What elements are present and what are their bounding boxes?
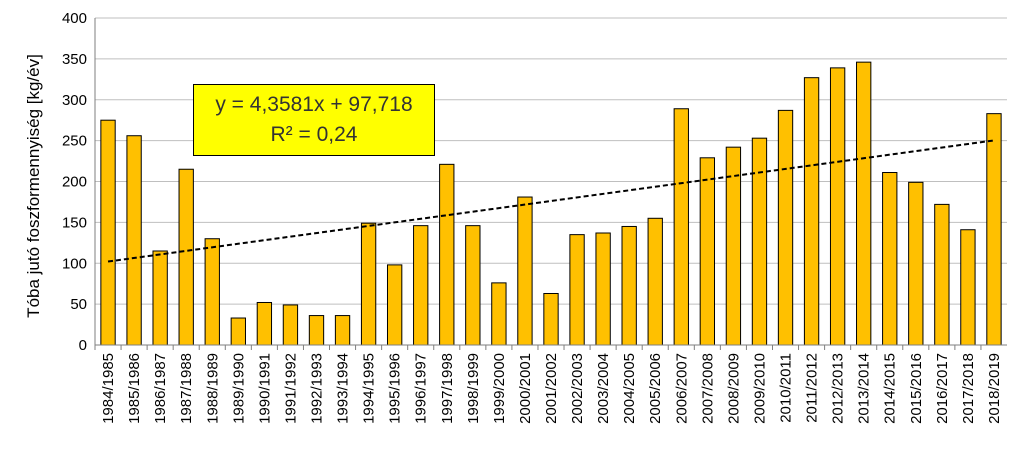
bar <box>751 137 768 346</box>
x-tick-label: 2008/2009 <box>725 353 742 424</box>
x-tick-labels: 1984/1985 1985/1986 1986/1987 1987/1988 1988… <box>100 353 1003 424</box>
x-tick-label: 2002/2003 <box>569 353 586 424</box>
x-tick-label: 2009/2010 <box>751 353 768 424</box>
x-tick-label: 1989/1990 <box>230 353 247 424</box>
x-tick-label: 2016/2017 <box>934 353 951 424</box>
y-tick-label: 150 <box>62 214 87 231</box>
x-tick-label: 2017/2018 <box>960 353 977 424</box>
bar <box>803 77 820 346</box>
y-tick-label: 300 <box>62 92 87 109</box>
bar <box>595 232 611 346</box>
x-tick-label: 2015/2016 <box>908 353 925 424</box>
x-tick-label: 1996/1997 <box>413 353 430 424</box>
trendline-equation: y = 4,3581x + 97,718 <box>215 93 413 116</box>
bar <box>934 203 950 346</box>
bar <box>413 225 429 346</box>
bar <box>882 172 898 346</box>
x-tick-label: 1987/1988 <box>178 353 195 424</box>
x-tick-label: 2012/2013 <box>830 353 847 424</box>
bar <box>856 61 872 346</box>
bar <box>308 315 325 346</box>
bar <box>647 217 663 346</box>
x-tick-label: 1993/1994 <box>335 353 352 424</box>
bar <box>986 113 1002 346</box>
bar <box>204 238 220 346</box>
y-tick-label: 250 <box>62 133 87 150</box>
x-tick-label: 2003/2004 <box>595 353 612 424</box>
bar <box>230 317 246 346</box>
y-axis-label: Tóba jutó foszformennyiség [kg/év] <box>24 54 43 318</box>
x-tick-label: 2010/2011 <box>778 353 795 423</box>
x-tick-label: 1984/1985 <box>100 353 117 424</box>
bar <box>829 67 846 346</box>
x-tick-label: 2014/2015 <box>882 353 899 424</box>
bar <box>152 250 168 346</box>
x-tick-label: 1992/1993 <box>308 353 325 424</box>
x-tick-label: 2013/2014 <box>856 353 873 424</box>
trend-line <box>107 139 995 263</box>
x-tick-label: 1988/1989 <box>204 353 221 424</box>
bar <box>282 304 299 346</box>
bar <box>673 108 689 346</box>
bar <box>699 157 716 346</box>
bar <box>386 264 403 346</box>
bar <box>543 292 559 346</box>
bar <box>908 181 924 346</box>
x-tick-label: 1999/2000 <box>491 353 508 424</box>
bar <box>360 222 377 346</box>
bar <box>178 168 194 346</box>
trendline-r-squared: R² = 0,24 <box>270 123 358 146</box>
x-tick-label: 1995/1996 <box>387 353 404 424</box>
trendline-equation-box: y = 4,3581x + 97,718 R² = 0,24 <box>193 84 435 156</box>
bar <box>569 234 585 346</box>
y-tick-label: 350 <box>62 51 87 68</box>
bar <box>491 282 507 346</box>
y-tick-labels: 0 50 100 150 200 250 300 350 400 <box>62 10 87 354</box>
x-tick-label: 2001/2002 <box>543 353 560 424</box>
axes <box>94 18 1007 350</box>
bar <box>517 196 533 346</box>
x-tick-label: 1998/1999 <box>465 353 482 424</box>
x-tick-label: 2007/2008 <box>699 353 716 424</box>
x-tick-label: 2011/2012 <box>804 353 821 423</box>
x-tick-label: 1991/1992 <box>282 353 299 424</box>
x-tick-label: 2018/2019 <box>986 353 1003 424</box>
y-tick-label: 100 <box>62 255 87 272</box>
x-tick-label: 1985/1986 <box>126 353 143 424</box>
bar <box>439 163 455 346</box>
x-tick-label: 1994/1995 <box>361 353 378 424</box>
y-tick-label: 400 <box>62 10 87 27</box>
bar <box>100 119 116 346</box>
bar <box>777 109 794 346</box>
bar <box>621 225 637 346</box>
bar <box>256 301 273 346</box>
x-tick-label: 2000/2001 <box>517 353 534 424</box>
y-tick-label: 50 <box>70 296 87 313</box>
y-tick-label: 0 <box>79 337 87 354</box>
x-tick-label: 2005/2006 <box>647 353 664 424</box>
x-tick-label: 1997/1998 <box>439 353 456 424</box>
bar <box>334 315 351 346</box>
bar <box>126 135 142 346</box>
x-tick-label: 1986/1987 <box>152 353 169 424</box>
bar <box>960 229 976 346</box>
x-tick-label: 2006/2007 <box>673 353 690 424</box>
bar <box>465 225 481 346</box>
y-tick-label: 200 <box>62 174 87 191</box>
x-tick-label: 1990/1991 <box>256 353 273 424</box>
x-tick-label: 2004/2005 <box>621 353 638 424</box>
